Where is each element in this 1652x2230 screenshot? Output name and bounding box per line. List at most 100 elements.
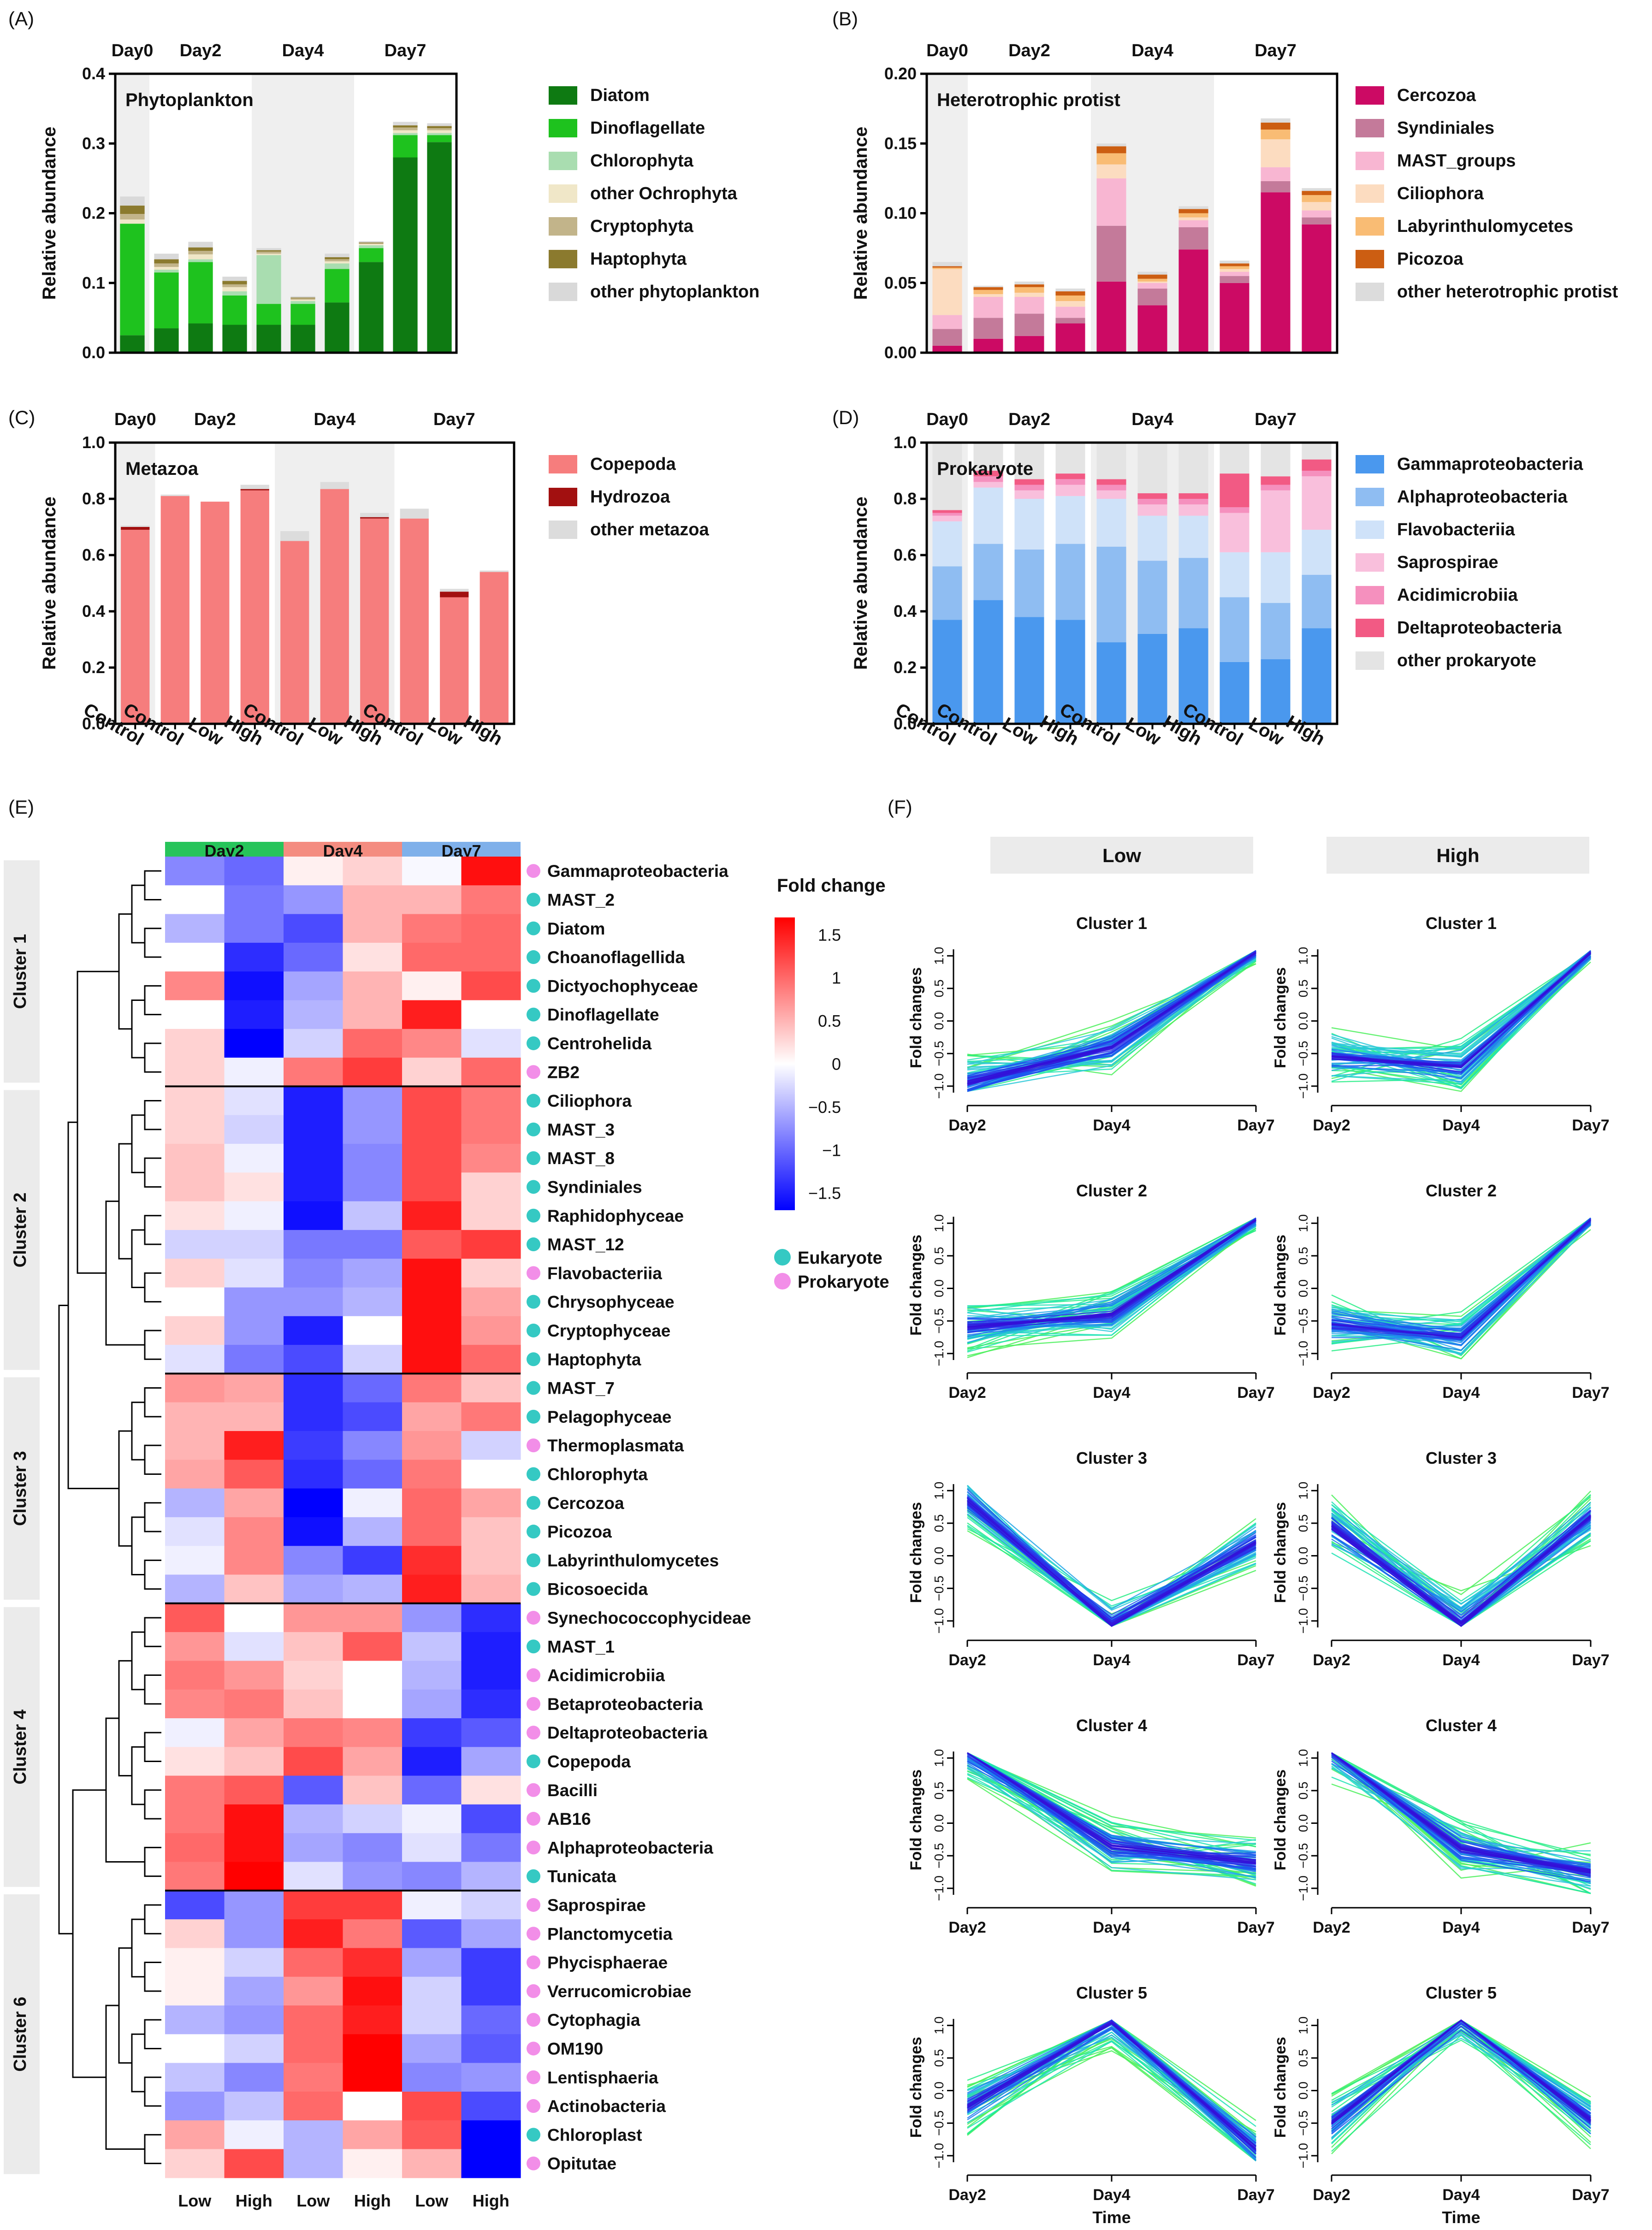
heatmap-cell <box>165 1230 225 1259</box>
legend-label: Labyrinthulomycetes <box>1397 217 1573 236</box>
heatmap-cell <box>402 1144 462 1173</box>
dendrogram-branch <box>131 1402 145 1461</box>
heatmap-cell <box>343 1201 403 1230</box>
panel-label: (E) <box>8 796 34 818</box>
dendrogram-branch <box>118 913 132 1030</box>
bar-segment <box>256 325 281 353</box>
bar-segment <box>1302 224 1332 353</box>
heatmap-cell <box>402 1632 462 1661</box>
heatmap-cell <box>461 1833 521 1863</box>
heatmap-cell <box>343 1862 403 1891</box>
heatmap-cell <box>343 1172 403 1202</box>
cluster-profile-line <box>1331 950 1591 1057</box>
bar-segment <box>1220 513 1249 552</box>
heatmap-row-label: Chloroplast <box>547 2125 642 2144</box>
heatmap-cell <box>165 1373 225 1403</box>
cluster-profile-line <box>1331 1752 1591 1873</box>
cluster-profile-line <box>1331 1218 1591 1337</box>
bar-segment <box>201 502 230 724</box>
heatmap-cell <box>224 1029 284 1058</box>
heatmap-row-label: MAST_2 <box>547 890 615 909</box>
bar-segment <box>1137 493 1167 499</box>
legend-label: Gammaproteobacteria <box>1397 455 1583 474</box>
cluster-profile-line <box>967 2031 1256 2159</box>
bar-segment <box>427 128 452 130</box>
bar-segment <box>188 247 213 251</box>
heatmap-cell <box>402 1689 462 1719</box>
y-tick-label: −0.5 <box>932 1576 946 1601</box>
bar-segment <box>1220 260 1249 264</box>
bar-segment <box>1137 515 1167 561</box>
heatmap-cell <box>402 1172 462 1202</box>
heatmap-cell <box>343 2091 403 2121</box>
heatmap-cell <box>343 914 403 943</box>
legend-label: Alphaproteobacteria <box>1397 487 1568 507</box>
bar-segment <box>359 244 384 246</box>
x-tick-label: Day7 <box>1572 2186 1609 2204</box>
bar-segment <box>1055 544 1085 620</box>
domain-dot <box>527 1898 540 1912</box>
heatmap-cell <box>165 1976 225 2006</box>
heatmap-cell <box>402 1574 462 1604</box>
heatmap-cell <box>402 1029 462 1058</box>
heatmap-cell <box>402 857 462 886</box>
cluster-profile-line <box>967 1498 1256 1627</box>
heatmap-cell <box>224 942 284 972</box>
cluster-profile-line <box>1331 1221 1591 1321</box>
y-tick-label: 0.5 <box>1296 1247 1310 1265</box>
cluster-label: Cluster 4 <box>11 1709 30 1785</box>
bar-segment <box>1055 301 1085 307</box>
heatmap-cell <box>461 914 521 943</box>
bar-segment <box>932 262 962 266</box>
cluster-profile-line <box>967 1493 1256 1611</box>
x-tick-label: Day2 <box>948 1384 986 1402</box>
legend-label: Flavobacteriia <box>1397 520 1515 539</box>
panel-a-phytoplankton: (A) Day0 Day2 Day4 Day7 0.0 0.1 0.2 0.3 0.4 Relati… <box>8 8 759 362</box>
heatmap-row-label: Chrysophyceae <box>547 1293 675 1312</box>
x-tick-label: Day4 <box>1442 1384 1480 1402</box>
heatmap-row-label: OM190 <box>547 2039 603 2058</box>
y-axis-label: Fold changes <box>1272 1769 1289 1870</box>
bar-segment <box>154 266 179 270</box>
bar-segment <box>359 262 384 353</box>
heatmap-cell <box>165 971 225 1001</box>
dendrogram-branch <box>144 1272 161 1303</box>
y-axis-label: Fold changes <box>907 1769 925 1870</box>
heatmap-cell <box>284 1862 343 1891</box>
y-tick-label: −0.5 <box>1296 1843 1310 1869</box>
y-tick-label: −1.0 <box>1296 1608 1310 1633</box>
domain-dot <box>527 1668 540 1682</box>
heatmap-cell <box>284 1574 343 1604</box>
x-tick-label: Day4 <box>1093 1117 1130 1134</box>
domain-legend-label: Eukaryote <box>798 1248 882 1268</box>
heatmap-cell <box>284 885 343 915</box>
bar-segment <box>1261 181 1291 193</box>
cluster-profile-line <box>1331 2025 1591 2125</box>
heatmap-cell <box>165 2005 225 2035</box>
colorbar-tick: 1 <box>832 969 841 988</box>
heatmap-cell <box>343 942 403 972</box>
heatmap-cell <box>224 1574 284 1604</box>
bar-segment <box>1096 153 1126 165</box>
heatmap-cell <box>224 1000 284 1029</box>
heatmap-cell <box>343 2149 403 2178</box>
dendrogram-branch <box>67 1121 119 1490</box>
cluster-profile-line <box>967 1752 1256 1863</box>
x-tick-label: Day7 <box>1237 1117 1274 1134</box>
domain-dot <box>527 2013 540 2027</box>
heatmap-cell <box>165 1029 225 1058</box>
legend-label: other phytoplankton <box>590 282 759 302</box>
y-axis-label: Fold changes <box>1272 2037 1289 2138</box>
y-tick-label: 0.0 <box>932 1547 946 1565</box>
bar-segment <box>188 254 213 260</box>
legend-label: Dinoflagellate <box>590 118 705 138</box>
heatmap-cell <box>284 1919 343 1948</box>
dendrogram-branch <box>144 1789 161 1820</box>
heatmap-cell <box>224 1373 284 1403</box>
heatmap-cell <box>165 942 225 972</box>
heatmap-cell <box>343 1976 403 2006</box>
bar-segment <box>1096 281 1126 353</box>
bar-segment <box>1220 276 1249 283</box>
bar-segment <box>1261 603 1291 659</box>
heatmap-cell <box>461 2063 521 2092</box>
